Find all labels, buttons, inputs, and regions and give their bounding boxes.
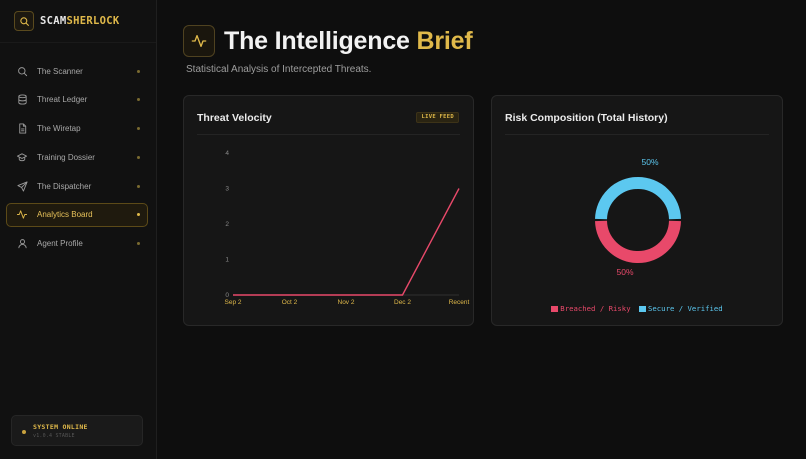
threat-velocity-card: Threat Velocity LIVE FEED 0 1 2 3 4 Sep 2 Oct … bbox=[183, 95, 474, 326]
search-icon bbox=[16, 65, 28, 77]
sidebar-item-label: Analytics Board bbox=[37, 210, 93, 220]
brand-logo[interactable]: SCAMSHERLOCK bbox=[14, 11, 119, 31]
activity-icon bbox=[183, 25, 215, 57]
donut-slice bbox=[595, 177, 681, 220]
sidebar-item-label: The Scanner bbox=[37, 66, 83, 76]
risk-composition-card: Risk Composition (Total History) 50% 50% … bbox=[491, 95, 783, 326]
divider bbox=[0, 42, 156, 43]
legend-swatch bbox=[551, 305, 559, 312]
x-tick-label: Recent bbox=[449, 299, 470, 306]
search-icon bbox=[14, 11, 34, 31]
nav-indicator-dot bbox=[137, 98, 140, 102]
brand-name-part1: SCAM bbox=[40, 15, 67, 27]
status-indicator-dot bbox=[22, 430, 26, 434]
threat-velocity-chart: 0 1 2 3 4 Sep 2 Oct 2 Nov 2 Dec 2 Recent bbox=[225, 150, 470, 306]
x-tick-label: Oct 2 bbox=[282, 299, 298, 306]
page-title-main: The Intelligence bbox=[224, 27, 410, 55]
nav-indicator-dot bbox=[137, 69, 140, 73]
data-label: 50% bbox=[641, 157, 658, 167]
divider bbox=[505, 134, 769, 135]
sidebar-item-dispatcher[interactable]: The Dispatcher bbox=[6, 174, 148, 198]
live-feed-badge: LIVE FEED bbox=[416, 112, 459, 123]
status-title: SYSTEM ONLINE bbox=[33, 423, 88, 431]
send-icon bbox=[16, 180, 28, 192]
sidebar-item-label: The Wiretap bbox=[37, 124, 81, 134]
nav-indicator-dot bbox=[137, 242, 140, 246]
legend-item-secure[interactable]: Secure / Verified bbox=[639, 304, 723, 313]
sidebar-item-wiretap[interactable]: The Wiretap bbox=[6, 117, 148, 141]
user-icon bbox=[16, 238, 28, 250]
sidebar: SCAMSHERLOCK The Scanner Threat Ledger T… bbox=[0, 0, 157, 459]
sidebar-item-label: Training Dossier bbox=[37, 152, 95, 162]
y-tick-label: 0 bbox=[225, 292, 229, 299]
graduation-cap-icon bbox=[16, 151, 28, 163]
legend-swatch bbox=[639, 305, 646, 312]
database-icon bbox=[16, 94, 28, 106]
legend-label: Secure / Verified bbox=[648, 304, 723, 313]
card-title: Threat Velocity bbox=[197, 112, 272, 124]
nav-indicator-dot bbox=[137, 155, 140, 159]
donut-slice bbox=[595, 220, 681, 263]
sidebar-item-label: The Dispatcher bbox=[37, 181, 92, 191]
status-version: v1.0.4 STABLE bbox=[33, 433, 75, 439]
y-tick-label: 1 bbox=[225, 257, 229, 264]
y-tick-label: 4 bbox=[225, 150, 229, 157]
sidebar-item-label: Agent Profile bbox=[37, 239, 83, 249]
card-title: Risk Composition (Total History) bbox=[505, 112, 668, 124]
sidebar-item-training-dossier[interactable]: Training Dossier bbox=[6, 145, 148, 169]
risk-composition-chart: 50% 50% bbox=[595, 157, 681, 277]
series-line bbox=[233, 188, 460, 296]
sidebar-nav: The Scanner Threat Ledger The Wiretap Tr… bbox=[6, 59, 148, 261]
divider bbox=[197, 134, 460, 135]
sidebar-item-threat-ledger[interactable]: Threat Ledger bbox=[6, 88, 148, 112]
data-label: 50% bbox=[616, 267, 633, 277]
y-tick-label: 3 bbox=[225, 186, 229, 193]
page-title: The Intelligence Brief bbox=[224, 25, 473, 57]
sidebar-item-agent-profile[interactable]: Agent Profile bbox=[6, 232, 148, 256]
y-tick-label: 2 bbox=[225, 221, 229, 228]
x-tick-label: Sep 2 bbox=[225, 299, 242, 306]
brand-name: SCAMSHERLOCK bbox=[40, 15, 119, 27]
page-title-accent: Brief bbox=[416, 27, 473, 55]
legend-label: Breached / Risky bbox=[560, 304, 631, 313]
nav-indicator-dot bbox=[137, 213, 140, 217]
sidebar-item-label: Threat Ledger bbox=[37, 95, 88, 105]
legend-item-risk[interactable]: Breached / Risky bbox=[551, 304, 631, 313]
sidebar-item-scanner[interactable]: The Scanner bbox=[6, 59, 148, 83]
document-icon bbox=[16, 123, 28, 135]
nav-indicator-dot bbox=[137, 184, 140, 188]
chart-legend: Breached / Risky Secure / Verified bbox=[492, 304, 782, 313]
system-status-panel: SYSTEM ONLINE v1.0.4 STABLE bbox=[11, 415, 143, 446]
x-tick-label: Nov 2 bbox=[338, 299, 355, 306]
brand-name-part2: SHERLOCK bbox=[66, 15, 120, 27]
activity-icon bbox=[16, 209, 28, 221]
x-tick-label: Dec 2 bbox=[394, 299, 411, 306]
nav-indicator-dot bbox=[137, 127, 140, 131]
sidebar-item-analytics-board[interactable]: Analytics Board bbox=[6, 202, 148, 227]
page-subtitle: Statistical Analysis of Intercepted Thre… bbox=[186, 64, 372, 75]
